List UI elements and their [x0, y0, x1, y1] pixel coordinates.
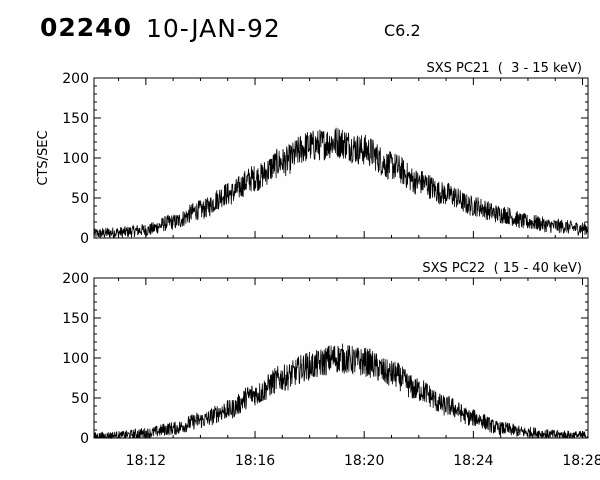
y-tick-label: 150: [62, 111, 89, 127]
y-tick-label: 100: [62, 351, 89, 367]
event-date: 10-JAN-92: [146, 14, 281, 43]
y-tick-label: 0: [80, 231, 89, 247]
y-tick-label: 0: [80, 431, 89, 447]
y-tick-label: 50: [71, 191, 89, 207]
x-tick-label: 18:28: [562, 453, 600, 469]
panel-title: SXS PC21 ( 3 - 15 keV): [426, 61, 582, 76]
series-line: [93, 127, 589, 239]
y-tick-label: 200: [62, 271, 89, 287]
chart-panel-2: 0 50 100 150 200 18:12 18:16 18:20 18:24 18:28 SXS…: [62, 261, 600, 469]
y-tick-label: 200: [62, 71, 89, 87]
event-id: 02240: [40, 13, 132, 42]
chart-panel-1: 0 50 100 150 200 SXS PC21 ( 3 - 15 keV) CTS/SE…: [36, 61, 589, 247]
plot-frame: [93, 77, 589, 239]
flare-class: C6.2: [384, 21, 421, 40]
y-tick-label: 50: [71, 391, 89, 407]
x-tick-label: 18:24: [453, 453, 493, 469]
y-tick-label: 100: [62, 151, 89, 167]
series-line: [93, 343, 589, 440]
plot-frame: [93, 277, 589, 439]
x-tick-label: 18:16: [235, 453, 275, 469]
x-tick-label: 18:12: [126, 453, 166, 469]
panel-title: SXS PC22 ( 15 - 40 keV): [422, 261, 582, 276]
y-tick-label: 150: [62, 311, 89, 327]
x-tick-label: 18:20: [344, 453, 384, 469]
y-axis-label: CTS/SEC: [36, 130, 51, 185]
